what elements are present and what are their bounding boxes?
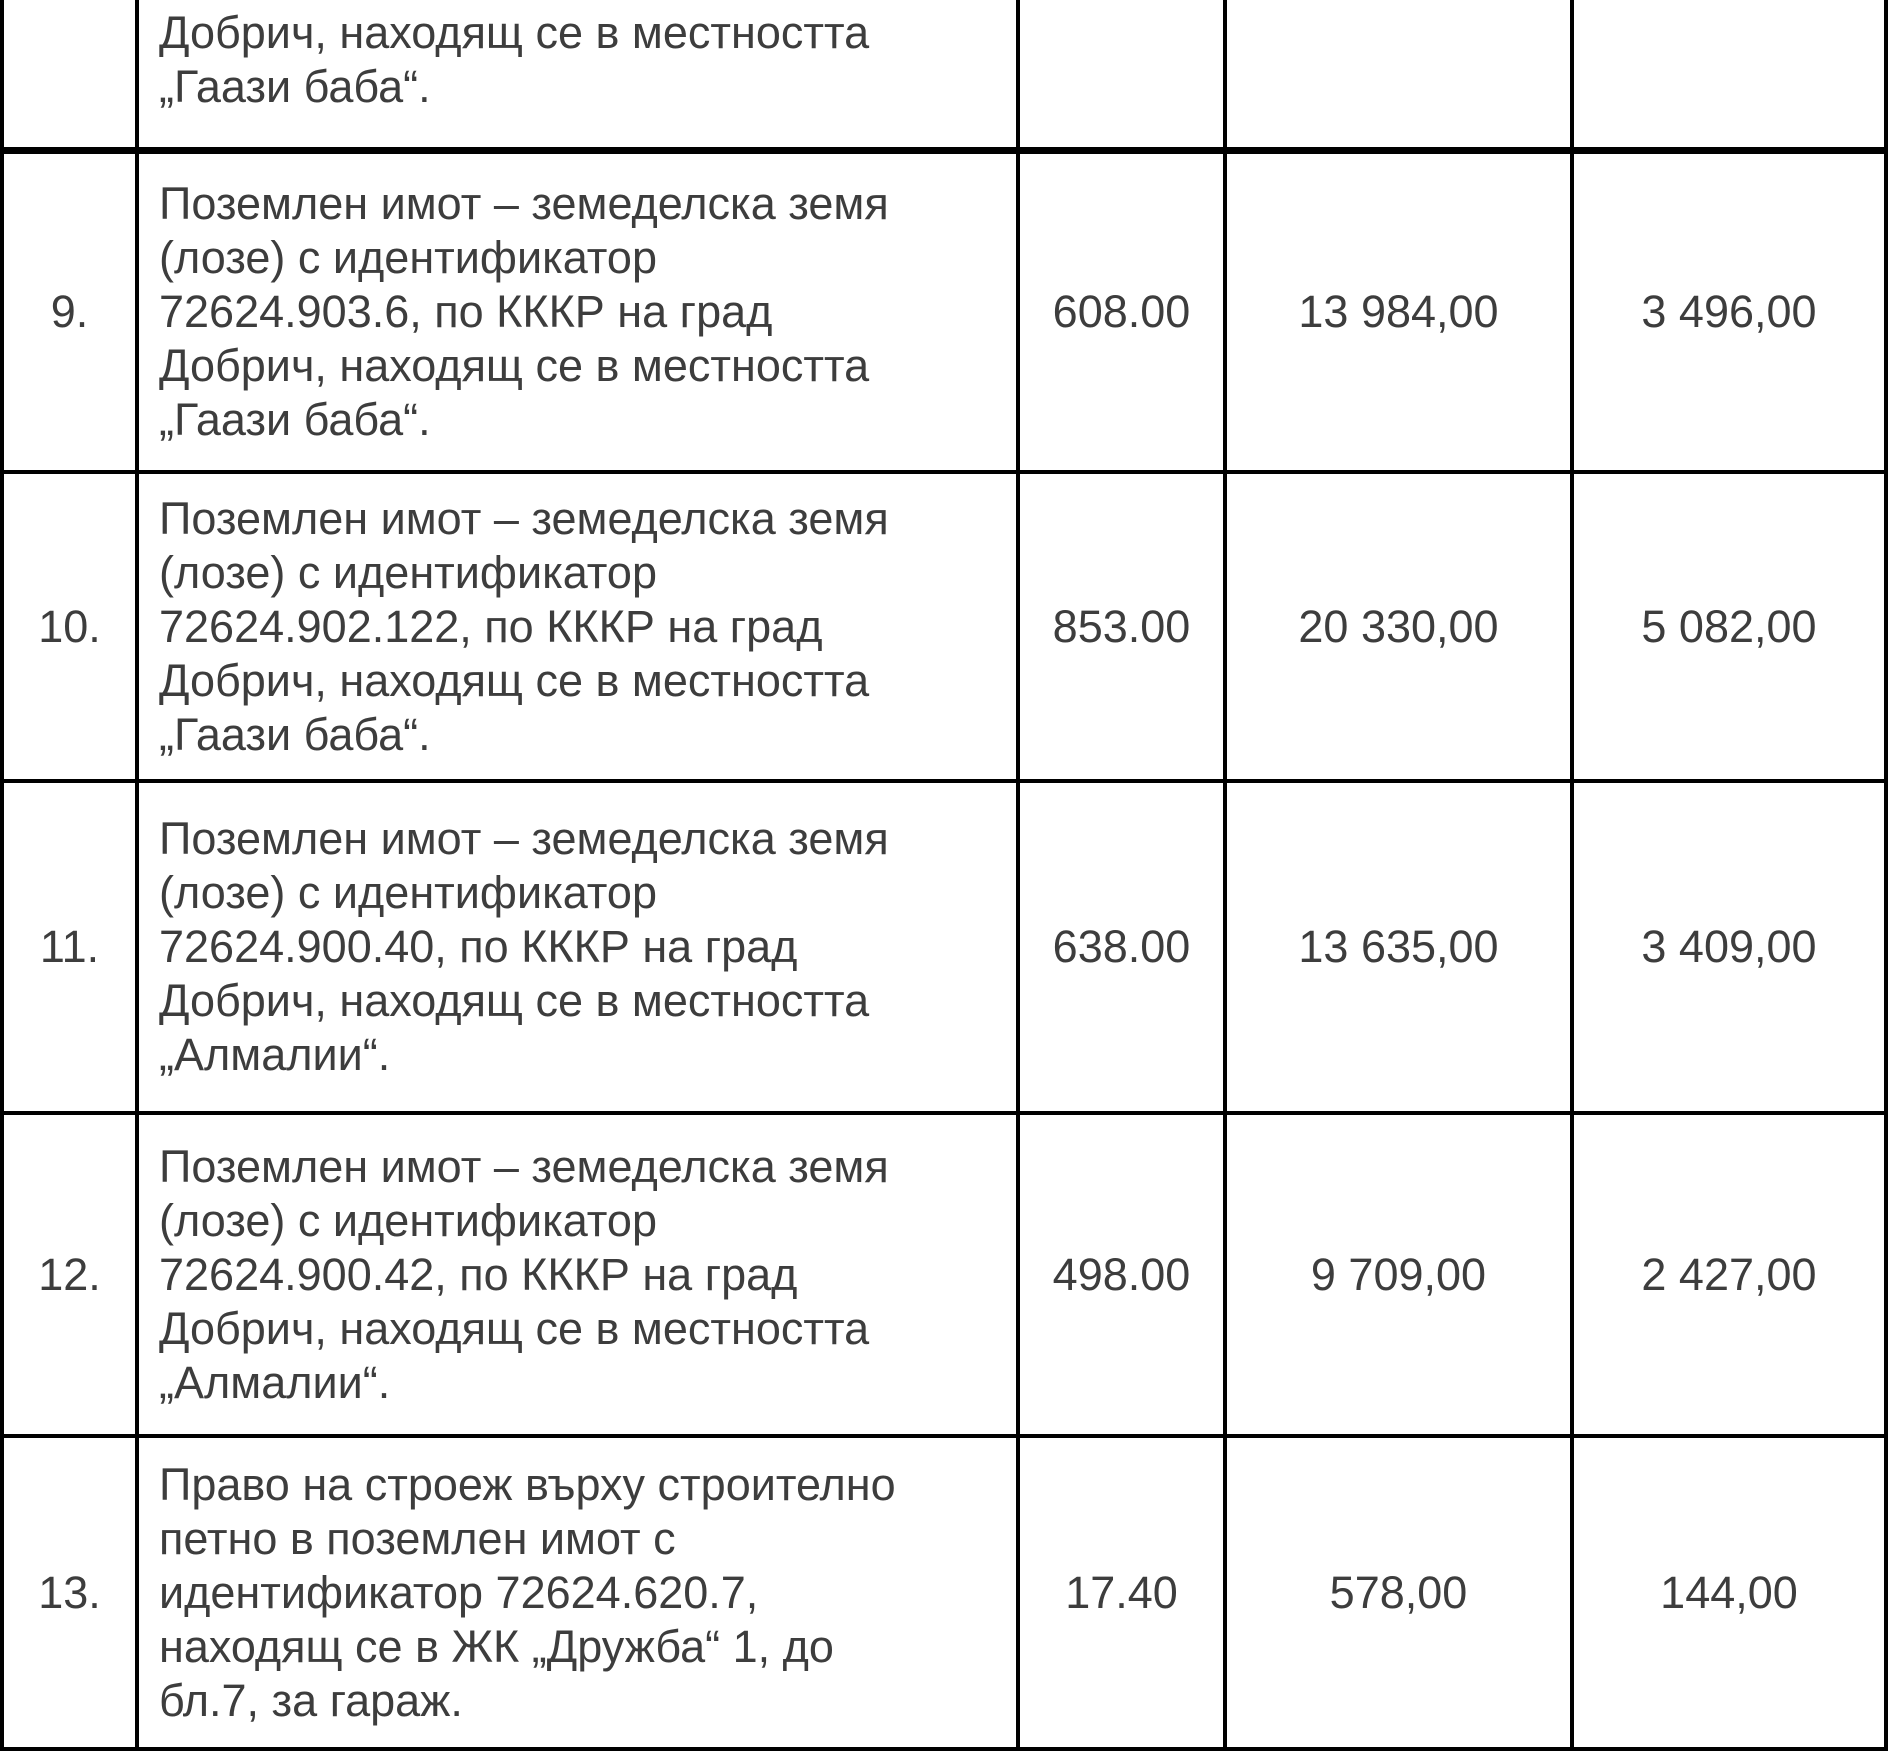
value-cell <box>1223 0 1574 154</box>
description-cell: Добрич, находящ се в местността „Гаази б… <box>135 0 1020 154</box>
row-number-cell: 13. <box>0 1434 139 1751</box>
row-number-cell <box>0 0 139 154</box>
value-cell: 578,00 <box>1223 1434 1574 1751</box>
row-number-cell: 10. <box>0 470 139 783</box>
value-cell: 3 496,00 <box>1570 148 1888 474</box>
description-cell: Поземлен имот – земеделска земя (лозе) с… <box>135 470 1020 783</box>
table-row: 13. Право на строеж върху строително пет… <box>0 1434 1888 1751</box>
area-cell: 638.00 <box>1016 779 1227 1115</box>
description-cell: Поземлен имот – земеделска земя (лозе) с… <box>135 779 1020 1115</box>
area-cell: 498.00 <box>1016 1111 1227 1438</box>
value-cell: 144,00 <box>1570 1434 1888 1751</box>
value-cell: 5 082,00 <box>1570 470 1888 783</box>
table-row: 11. Поземлен имот – земеделска земя (лоз… <box>0 779 1888 1115</box>
area-cell: 608.00 <box>1016 148 1227 474</box>
table-row: Добрич, находящ се в местността „Гаази б… <box>0 0 1888 154</box>
value-cell: 3 409,00 <box>1570 779 1888 1115</box>
row-number-cell: 12. <box>0 1111 139 1438</box>
table-row: 10. Поземлен имот – земеделска земя (лоз… <box>0 470 1888 783</box>
value-cell <box>1570 0 1888 154</box>
table-row: 9. Поземлен имот – земеделска земя (лозе… <box>0 148 1888 474</box>
value-cell: 13 635,00 <box>1223 779 1574 1115</box>
value-cell: 20 330,00 <box>1223 470 1574 783</box>
value-cell: 13 984,00 <box>1223 148 1574 474</box>
description-cell: Поземлен имот – земеделска земя (лозе) с… <box>135 148 1020 474</box>
row-number-cell: 11. <box>0 779 139 1115</box>
value-cell: 9 709,00 <box>1223 1111 1574 1438</box>
area-cell: 17.40 <box>1016 1434 1227 1751</box>
row-number-cell: 9. <box>0 148 139 474</box>
description-cell: Поземлен имот – земеделска земя (лозе) с… <box>135 1111 1020 1438</box>
value-cell: 2 427,00 <box>1570 1111 1888 1438</box>
description-cell: Право на строеж върху строително петно в… <box>135 1434 1020 1751</box>
area-cell: 853.00 <box>1016 470 1227 783</box>
table-row: 12. Поземлен имот – земеделска земя (лоз… <box>0 1111 1888 1438</box>
area-cell <box>1016 0 1227 154</box>
